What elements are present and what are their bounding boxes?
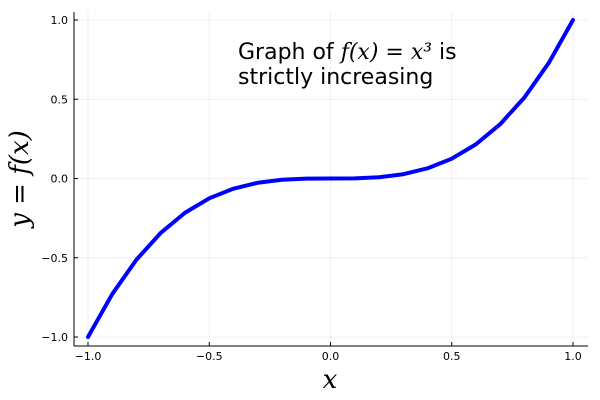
annotation-math: f(x) = x³: [339, 40, 432, 65]
grid: [74, 12, 588, 346]
y-axis-label: y = f(x): [5, 130, 35, 229]
y-tick-label-4: 1.0: [51, 14, 69, 27]
annotation-suffix: is: [432, 40, 457, 65]
series-line-0: [86, 18, 575, 339]
ticks: −1.0 −0.5 0.0 0.5 1.0 −1.0 −0.5 0.0 0.5 1.0: [41, 14, 581, 363]
x-tick-label-3: 0.5: [443, 350, 461, 363]
y-tick-label-3: 0.5: [51, 93, 69, 106]
x-tick-label-2: 0.0: [322, 350, 340, 363]
x-tick-label-4: 1.0: [564, 350, 582, 363]
annotation-prefix: Graph of: [238, 40, 341, 65]
annotation-line2: strictly increasing: [238, 65, 433, 90]
x-tick-label-0: −1.0: [75, 350, 102, 363]
y-tick-label-1: −0.5: [41, 252, 68, 265]
y-tick-label-2: 0.0: [51, 173, 69, 186]
x-tick-label-1: −0.5: [196, 350, 223, 363]
x-axis-label: x: [323, 365, 338, 395]
annotation-line1: Graph of f(x) = x³ is: [238, 40, 457, 65]
y-tick-label-0: −1.0: [41, 331, 68, 344]
series: [86, 18, 575, 339]
